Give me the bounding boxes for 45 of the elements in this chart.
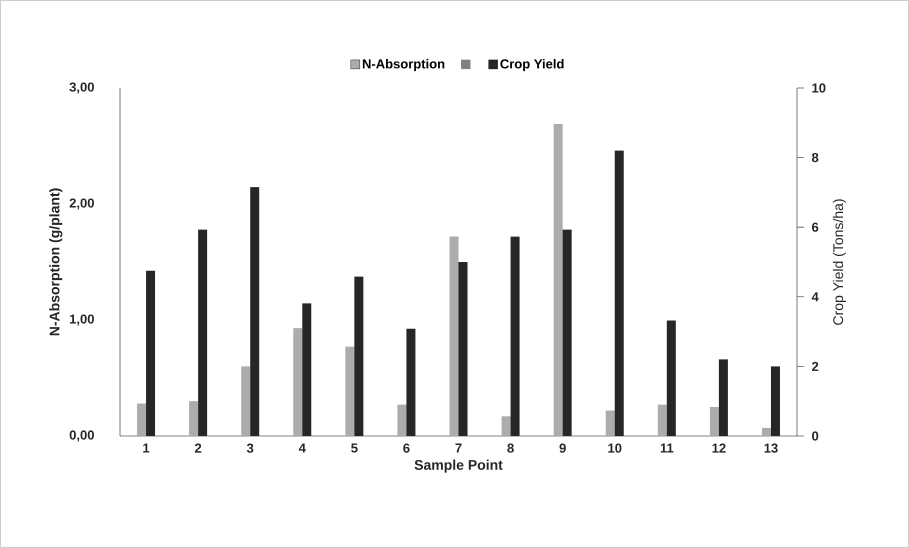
x-tick-label: 6 <box>403 444 410 453</box>
x-tick-label: 10 <box>608 444 622 453</box>
x-tick-label: 13 <box>764 444 778 453</box>
bar <box>502 416 511 436</box>
bar <box>397 404 406 436</box>
y2-axis-title: Crop Yield (Tons/ha) <box>832 199 846 325</box>
legend-label: Crop Yield <box>500 58 564 72</box>
bar <box>137 404 146 436</box>
y2-tick-label: 0 <box>812 431 818 441</box>
y2-tick-label: 4 <box>812 292 819 302</box>
bar <box>762 428 771 436</box>
y-axis-title: N-Absorption (g/plant) <box>49 188 62 336</box>
bar <box>406 328 416 436</box>
bar <box>146 270 156 436</box>
x-tick-label: 12 <box>712 444 726 453</box>
y-tick-label: 2,00 <box>70 198 94 210</box>
y2-tick-label: 2 <box>812 362 818 371</box>
y2-tick-label: 8 <box>812 152 818 162</box>
x-tick-label: 7 <box>455 444 462 452</box>
bar <box>189 401 198 436</box>
y-tick-label: 0,00 <box>70 430 94 442</box>
bar <box>658 404 667 436</box>
bar <box>614 150 624 436</box>
bar <box>770 366 780 436</box>
bar <box>606 410 615 436</box>
x-tick-label: 1 <box>143 444 150 452</box>
x-axis-title: Sample Point <box>414 460 503 473</box>
y-tick-label: 1,00 <box>70 314 94 326</box>
x-tick-label: 3 <box>246 444 254 453</box>
bar <box>510 236 520 436</box>
x-tick-label: 9 <box>560 444 566 453</box>
x-tick-label: 5 <box>351 444 358 453</box>
x-tick-label: 4 <box>298 444 306 452</box>
bar <box>718 359 728 436</box>
x-tick-label: 11 <box>660 444 674 452</box>
bar <box>250 187 260 436</box>
bar <box>666 320 676 436</box>
x-tick-label: 8 <box>507 444 514 453</box>
bar <box>241 366 250 436</box>
y2-tick-label: 10 <box>812 83 826 93</box>
bar <box>198 230 208 436</box>
legend-label: N-Absorption <box>362 58 444 72</box>
y-tick-label: 3,00 <box>69 82 94 94</box>
y2-tick-label: 6 <box>812 222 818 232</box>
x-tick-label: 2 <box>194 444 202 453</box>
